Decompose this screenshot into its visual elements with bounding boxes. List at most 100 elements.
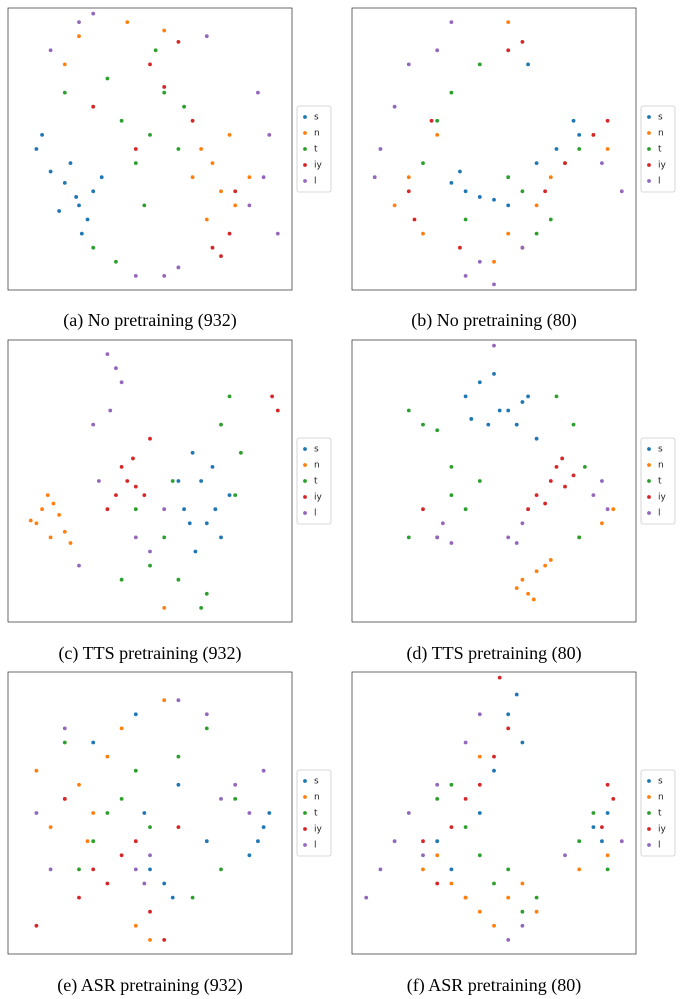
point [133,484,138,489]
legend-label: s [658,777,663,787]
point [114,493,118,497]
point [534,203,539,208]
legend-marker [303,779,307,783]
point [497,675,502,680]
point [463,189,468,194]
legend-marker [647,811,651,815]
point [133,274,138,278]
point [256,90,260,95]
legend-box [296,437,332,525]
point [199,606,204,610]
legend-label: n [658,129,664,139]
point [119,465,124,469]
point [406,189,411,194]
point [119,797,124,801]
point [133,161,138,166]
point [492,343,496,348]
point [378,147,383,151]
point [406,175,411,180]
point [238,450,243,455]
point [421,231,425,236]
point [247,203,252,208]
point [91,867,96,872]
point [563,161,567,166]
legend-box [640,437,676,525]
point [91,811,96,815]
point [162,85,167,89]
legend-marker [303,179,307,183]
point [477,380,482,385]
legend-label: iy [314,825,323,835]
point [543,501,548,506]
point [406,408,411,413]
point [219,867,223,872]
point [267,811,272,815]
point [492,768,496,773]
point [96,479,101,483]
point [571,473,576,478]
point [619,839,624,844]
legend-marker [647,843,651,847]
point [77,867,81,872]
point [364,895,369,900]
point [463,274,468,278]
point [497,408,502,413]
point [133,768,138,773]
legend-marker [647,447,651,451]
point [34,768,39,773]
point [506,175,511,180]
point [219,535,223,540]
point [261,768,266,773]
point [119,853,124,858]
point [77,203,81,208]
point [68,161,73,166]
point [176,698,181,703]
point [142,203,147,208]
legend-marker [647,179,651,183]
point [247,853,252,858]
point [534,895,539,900]
point [62,62,67,67]
point [600,521,604,526]
legend-label: t [314,809,318,819]
point [449,782,454,787]
point [162,535,167,540]
point [571,422,576,427]
point [492,259,496,264]
point [48,535,53,540]
point [560,456,565,461]
point [534,436,539,441]
point [105,352,110,356]
legend-marker [303,115,307,119]
point [506,20,511,24]
point [227,493,232,497]
point [114,366,118,371]
point [477,479,482,483]
point [256,839,260,844]
point [148,867,152,872]
point [62,529,67,534]
point [526,62,530,67]
point [204,34,209,39]
point [34,811,39,815]
point [463,797,468,801]
point [435,853,440,858]
point [148,853,152,858]
point [162,507,167,512]
point [506,231,511,236]
point [148,938,152,942]
point [51,501,56,506]
point [506,408,511,413]
point [40,507,44,512]
point [449,465,454,469]
point [34,521,39,526]
point [421,839,425,844]
point [449,90,454,95]
point [91,245,96,250]
point [520,521,525,526]
point [233,797,238,801]
legend-marker [647,511,651,515]
point [148,62,152,67]
point [492,923,496,928]
legend-label: s [658,445,663,455]
